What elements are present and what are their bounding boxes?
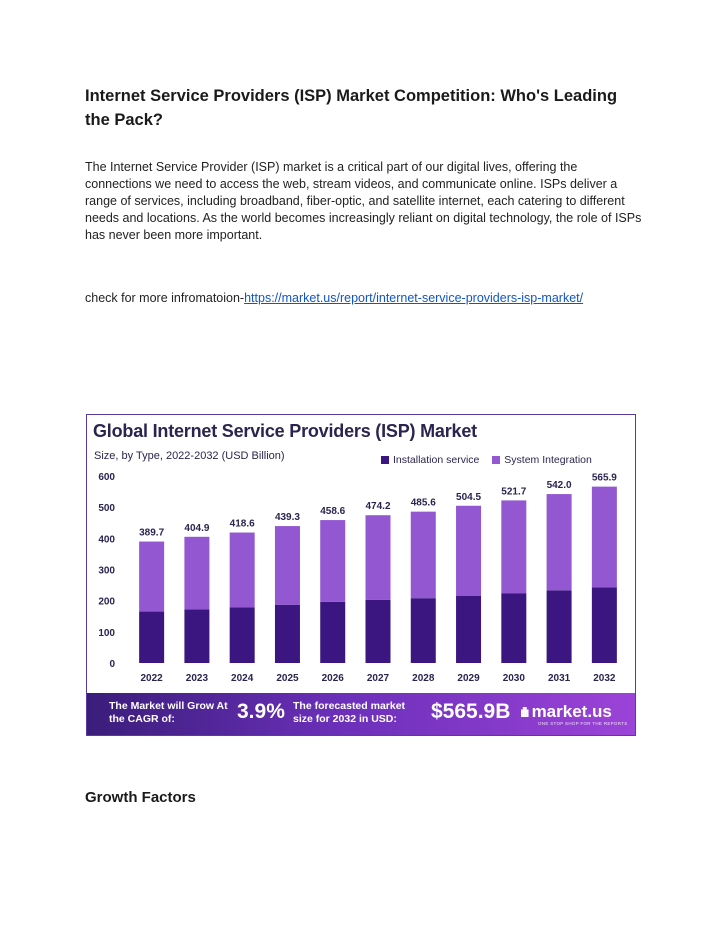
intro-paragraph: The Internet Service Provider (ISP) mark…	[85, 160, 642, 242]
bar-installation	[501, 593, 527, 663]
x-tick-label: 2027	[367, 673, 390, 684]
chart-title: Global Internet Service Providers (ISP) …	[93, 421, 477, 441]
legend-swatch-installation	[381, 456, 389, 464]
x-tick-label: 2026	[322, 673, 345, 684]
bar-installation	[456, 595, 482, 663]
bar-installation	[546, 590, 572, 663]
y-tick-label: 0	[109, 659, 115, 670]
y-tick-label: 400	[98, 534, 115, 545]
bar-system-integration	[591, 486, 617, 588]
y-tick-label: 200	[98, 597, 115, 608]
chart-subtitle: Size, by Type, 2022-2032 (USD Billion)	[94, 450, 285, 462]
chart-legend: Installation service System Integration	[381, 454, 602, 467]
x-tick-label: 2024	[231, 673, 254, 684]
bar-installation	[274, 604, 300, 663]
market-chart-figure: Global Internet Service Providers (ISP) …	[86, 414, 636, 736]
bar-installation	[184, 609, 210, 663]
market-us-logo: ıllı market.us	[520, 702, 612, 722]
page-title: Internet Service Providers (ISP) Market …	[85, 87, 618, 129]
legend-swatch-system-integration	[492, 456, 501, 464]
more-info-line: check for more infromatoion-https://mark…	[85, 290, 685, 307]
bar-total-label: 458.6	[320, 506, 345, 517]
bar-system-integration	[546, 494, 572, 591]
market-us-logo-icon: ıllı	[520, 704, 529, 720]
y-tick-label: 600	[98, 472, 115, 483]
x-tick-label: 2025	[276, 673, 299, 684]
bar-total-label: 474.2	[365, 501, 390, 512]
bar-total-label: 521.7	[501, 486, 526, 497]
bar-total-label: 418.6	[230, 519, 255, 530]
x-tick-label: 2030	[503, 673, 526, 684]
report-link[interactable]: https://market.us/report/internet-servic…	[244, 291, 584, 305]
bar-system-integration	[501, 500, 527, 594]
bar-installation	[139, 611, 165, 663]
x-tick-label: 2029	[457, 673, 480, 684]
bar-chart: 0 100 200 300 400 500 600 389.7 2022 404.9 2023 418…	[98, 472, 617, 684]
banner-forecast-text: The forecasted market size for 2032 in U…	[293, 700, 406, 725]
section-heading-growth-factors: Growth Factors	[85, 789, 196, 806]
bar-system-integration	[365, 515, 391, 600]
bar-system-integration	[456, 505, 482, 596]
bar-total-label: 389.7	[139, 528, 164, 539]
bar-system-integration	[320, 520, 346, 602]
x-tick-label: 2028	[412, 673, 435, 684]
bar-total-label: 542.0	[547, 480, 572, 491]
market-us-tagline: ONE STOP SHOP FOR THE REPORTS	[538, 721, 628, 726]
x-tick-label: 2032	[593, 673, 616, 684]
y-tick-label: 100	[98, 628, 115, 639]
bar-installation	[410, 598, 436, 663]
bar-system-integration	[229, 532, 255, 608]
bar-installation	[591, 587, 617, 663]
bar-system-integration	[139, 541, 165, 612]
y-tick-label: 500	[98, 503, 115, 514]
bar-total-label: 565.9	[592, 473, 617, 484]
bar-system-integration	[274, 526, 300, 605]
bar-system-integration	[184, 536, 210, 610]
x-tick-label: 2031	[548, 673, 571, 684]
bar-installation	[320, 601, 346, 663]
market-us-logo-text: market.us	[531, 702, 612, 721]
banner-forecast-value: $565.9B	[431, 700, 511, 723]
bar-installation	[229, 607, 255, 663]
bar-system-integration	[410, 511, 436, 599]
bar-total-label: 504.5	[456, 492, 481, 503]
legend-label-installation: Installation service	[393, 454, 480, 466]
x-tick-label: 2023	[186, 673, 209, 684]
x-tick-label: 2022	[141, 673, 164, 684]
more-info-prefix: check for more infromatoion-	[85, 291, 245, 305]
bar-total-label: 485.6	[411, 498, 436, 509]
legend-label-system-integration: System Integration	[504, 454, 592, 466]
legend-item-system-integration: System Integration	[492, 454, 592, 466]
legend-item-installation: Installation service	[381, 454, 479, 466]
y-tick-label: 300	[98, 566, 115, 577]
banner-cagr-value: 3.9%	[237, 700, 285, 723]
bar-total-label: 439.3	[275, 512, 300, 523]
banner-grow-text: The Market will Grow At the CAGR of:	[109, 700, 228, 725]
bar-installation	[365, 599, 391, 663]
bar-total-label: 404.9	[184, 523, 209, 534]
cagr-banner: The Market will Grow At the CAGR of: 3.9…	[87, 693, 635, 735]
